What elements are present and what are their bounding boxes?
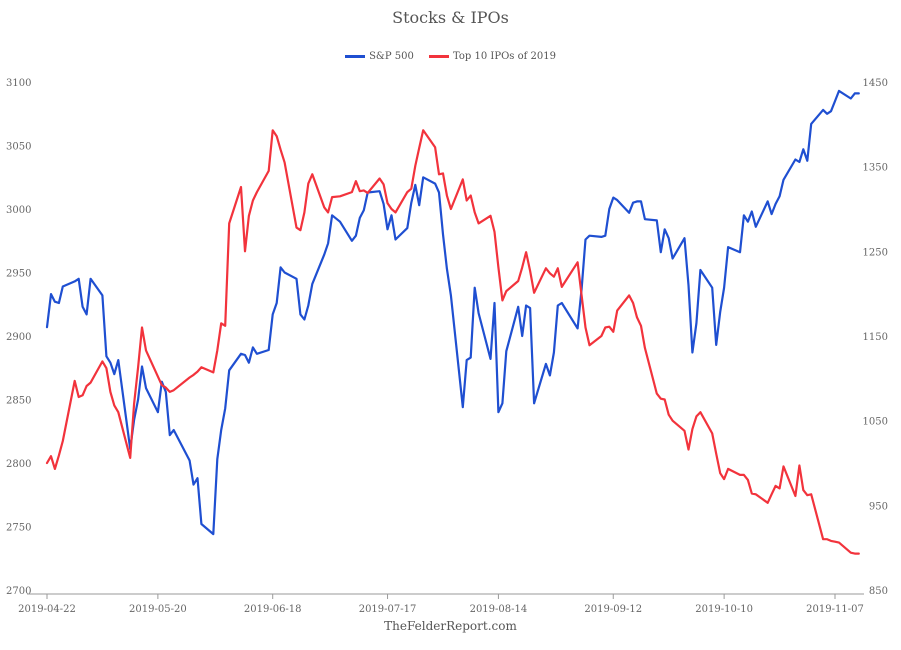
x-tick-label: 2019-07-17 — [359, 604, 417, 615]
y-right-tick-label: 1150 — [863, 332, 888, 343]
x-tick-label: 2019-09-12 — [584, 604, 642, 615]
x-tick-label: 2019-10-10 — [695, 604, 753, 615]
legend-label-ipos: Top 10 IPOs of 2019 — [453, 51, 556, 62]
legend-swatch-ipos — [429, 55, 449, 58]
y-right-tick-label: 1050 — [863, 417, 888, 428]
legend-label-sp500: S&P 500 — [369, 51, 414, 62]
y-left-tick-label: 2800 — [6, 459, 31, 470]
y-right-tick-label: 1350 — [863, 163, 888, 174]
y-left-tick-label: 2900 — [6, 332, 31, 343]
chart-legend: S&P 500 Top 10 IPOs of 2019 — [0, 50, 901, 62]
y-right-tick-label: 1250 — [863, 247, 888, 258]
y-right-tick-label: 950 — [869, 501, 888, 512]
x-tick-label: 2019-06-18 — [244, 604, 302, 615]
y-left-tick-label: 2750 — [6, 523, 31, 534]
series-line-ipos — [45, 129, 860, 555]
y-right-tick-label: 1450 — [863, 78, 888, 89]
legend-swatch-sp500 — [345, 55, 366, 58]
x-tick-label: 2019-11-07 — [806, 604, 864, 615]
y-left-tick-label: 3100 — [6, 78, 31, 89]
x-tick-label: 2019-05-20 — [129, 604, 187, 615]
chart-title: Stocks & IPOs — [392, 8, 509, 27]
y-left-tick-label: 2950 — [6, 269, 31, 280]
x-tick-label: 2019-04-22 — [18, 604, 76, 615]
legend-item-sp500: S&P 500 — [345, 51, 414, 62]
y-left-tick-label: 3050 — [6, 142, 31, 153]
chart-source: TheFelderReport.com — [384, 619, 517, 633]
y-left-tick-label: 2700 — [6, 586, 31, 597]
legend-item-ipos: Top 10 IPOs of 2019 — [429, 51, 556, 62]
series-line-sp500 — [45, 89, 860, 536]
x-tick-label: 2019-08-14 — [470, 604, 528, 615]
y-left-tick-label: 3000 — [6, 205, 31, 216]
y-left-tick-label: 2850 — [6, 396, 31, 407]
y-right-tick-label: 850 — [869, 586, 888, 597]
